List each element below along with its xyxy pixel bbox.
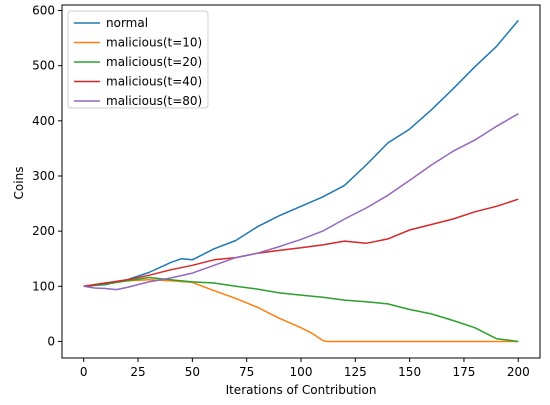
x-tick-label: 150: [398, 365, 421, 379]
series-line-0: [83, 19, 519, 288]
y-tick-label: 100: [32, 279, 55, 293]
legend: normal malicious(t=10) malicious(t=20) mali…: [67, 10, 209, 109]
x-tick-label: 125: [344, 365, 367, 379]
legend-entry: normal: [106, 16, 148, 30]
y-tick-label: 500: [32, 59, 55, 73]
series-layer: [83, 19, 519, 343]
x-axis-ticks: 0 25 50 75 100 125 150 175 200: [80, 358, 530, 379]
x-tick-label: 0: [80, 365, 88, 379]
legend-entry: malicious(t=40): [106, 75, 202, 89]
x-tick-label: 50: [185, 365, 200, 379]
series-line-2: [83, 276, 519, 343]
legend-entry: malicious(t=10): [106, 36, 202, 50]
x-axis-label: Iterations of Contribution: [226, 383, 377, 397]
legend-entry: malicious(t=20): [106, 55, 202, 69]
y-tick-label: 400: [32, 114, 55, 128]
series-line-3: [83, 198, 519, 288]
series-line-4: [83, 113, 519, 291]
y-tick-label: 200: [32, 224, 55, 238]
y-tick-label: 0: [47, 334, 55, 348]
legend-box: [67, 10, 209, 109]
x-tick-label: 25: [130, 365, 145, 379]
y-axis-label: Coins: [12, 167, 26, 200]
legend-entry: malicious(t=80): [106, 94, 202, 108]
x-tick-label: 175: [453, 365, 476, 379]
x-tick-label: 75: [239, 365, 254, 379]
y-tick-label: 600: [32, 4, 55, 18]
y-tick-label: 300: [32, 169, 55, 183]
x-tick-label: 100: [290, 365, 313, 379]
y-axis-ticks: 0 100 200 300 400 500 600: [32, 4, 62, 348]
x-tick-label: 200: [507, 365, 530, 379]
